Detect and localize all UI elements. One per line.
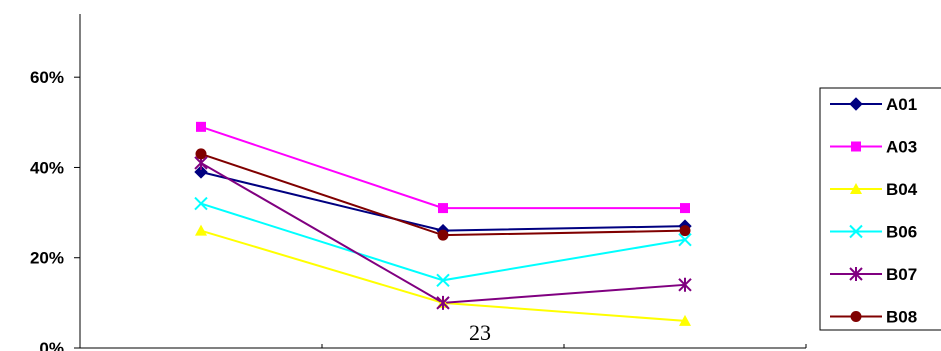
data-point-b07 (436, 295, 450, 310)
data-point-a03 (196, 121, 206, 132)
legend-marker-b08 (850, 311, 862, 322)
data-point-b04 (679, 314, 691, 326)
series-line-a01 (200, 171, 686, 232)
y-tick-label: 20% (30, 249, 64, 268)
series-line-b06 (200, 202, 686, 282)
legend-marker-a01 (849, 97, 863, 111)
legend-marker-a03 (851, 141, 861, 152)
legend-label-a03: A03 (886, 138, 917, 157)
series-line-a03 (200, 125, 685, 210)
legend-label-a01: A01 (886, 95, 917, 114)
overlay-text: 23 (469, 320, 491, 345)
data-point-b06 (436, 273, 450, 288)
data-point-b04 (195, 224, 207, 236)
data-point-b06 (678, 232, 692, 247)
legend-marker-b07 (849, 267, 863, 281)
y-tick-label: 60% (30, 68, 64, 87)
legend-marker-b06 (849, 224, 863, 239)
legend-box (819, 87, 941, 331)
legend-marker-b04 (850, 183, 862, 194)
data-point-b08 (195, 148, 207, 160)
y-tick-label: 0% (39, 339, 64, 351)
series-line-b08 (200, 152, 686, 237)
legend-label-b04: B04 (886, 180, 918, 199)
legend-label-b07: B07 (886, 265, 917, 284)
data-point-b06 (194, 196, 208, 211)
series-markers (194, 121, 692, 326)
legend-label-b06: B06 (886, 223, 917, 242)
series-lines (200, 125, 686, 322)
data-point-b08 (679, 225, 691, 237)
data-point-b08 (437, 229, 449, 241)
data-point-a01 (194, 165, 208, 179)
legend-label-b08: B08 (886, 308, 917, 327)
data-point-a03 (438, 203, 448, 214)
data-point-b07 (678, 277, 692, 292)
y-tick-label: 40% (30, 158, 64, 177)
data-point-a03 (680, 203, 690, 214)
legend: A01 A03 B04 B06 B07 B08 (819, 87, 941, 331)
axes: 0% 20% 40% 60% (30, 14, 807, 351)
